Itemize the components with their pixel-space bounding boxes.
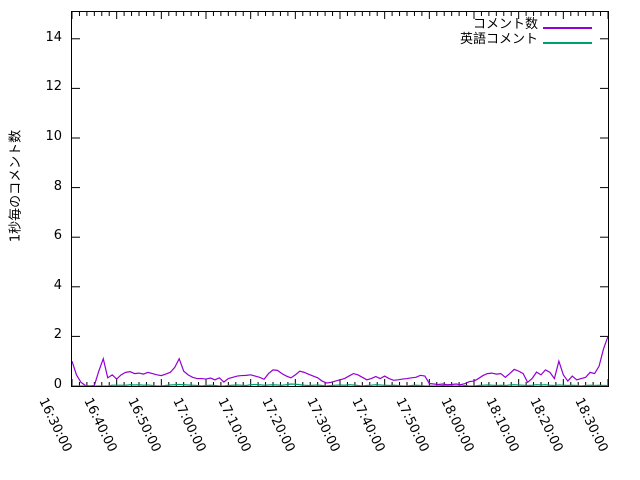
x-tick-label: 17:50:00	[392, 395, 432, 455]
y-tick-label: 4	[53, 277, 62, 293]
comments-series-line	[72, 336, 608, 386]
legend-label-comments: コメント数	[472, 17, 538, 32]
y-tick-label: 8	[53, 178, 62, 194]
plot-area	[71, 11, 609, 387]
y-tick-label: 12	[45, 79, 62, 95]
legend-line-sample-comments	[543, 27, 592, 29]
x-tick-label: 18:20:00	[526, 395, 566, 455]
x-tick-label: 17:30:00	[303, 395, 343, 455]
english-comments-series-line	[72, 383, 608, 386]
x-tick-label: 16:50:00	[124, 395, 164, 455]
chart-plot-svg	[72, 12, 608, 386]
y-tick-label: 14	[45, 29, 62, 45]
y-tick-label: 10	[45, 128, 62, 144]
x-tick-label: 18:00:00	[437, 395, 477, 455]
x-tick-label: 16:30:00	[35, 395, 75, 455]
x-tick-label: 17:00:00	[169, 395, 209, 455]
x-tick-label: 17:20:00	[258, 395, 298, 455]
x-tick-label: 17:40:00	[348, 395, 388, 455]
x-tick-label: 18:30:00	[571, 395, 611, 455]
legend-line-sample-english-comments	[543, 42, 592, 44]
y-tick-label: 0	[53, 377, 62, 392]
y-tick-label: 2	[53, 327, 62, 343]
x-tick-label: 17:10:00	[214, 395, 254, 455]
legend-label-english-comments: 英語コメント	[459, 32, 538, 47]
x-tick-label: 18:10:00	[482, 395, 522, 455]
x-tick-label: 16:40:00	[80, 395, 120, 455]
y-tick-label: 6	[53, 228, 62, 244]
